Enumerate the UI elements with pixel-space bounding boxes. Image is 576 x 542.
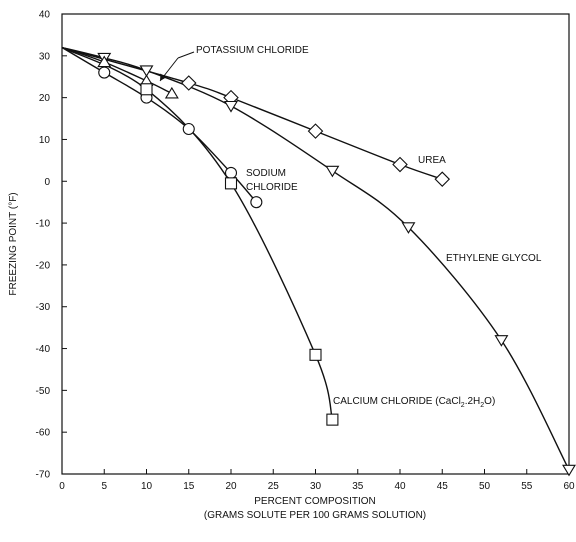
calcium-chloride-label: CALCIUM CHLORIDE (CaCl2.2H2O) — [333, 396, 495, 409]
potassium-chloride-arrowhead — [160, 73, 166, 81]
x-tick-label: 60 — [563, 481, 575, 492]
potassium-chloride-label: POTASSIUM CHLORIDE — [196, 45, 309, 56]
x-tick-label: 15 — [183, 481, 195, 492]
calcium-chloride-point — [309, 348, 322, 361]
urea-label: UREA — [418, 155, 446, 166]
urea-point — [392, 156, 408, 173]
y-tick-label: -60 — [36, 428, 51, 439]
sodium-chloride-point — [250, 196, 263, 209]
y-tick-label: -40 — [36, 344, 51, 355]
ethylene-glycol-point — [224, 100, 238, 113]
ethylene-glycol-point — [494, 335, 509, 347]
x-tick-label: 0 — [59, 481, 65, 492]
x-axis-ticks: 0 5 10 15 20 25 30 35 40 45 50 55 60 — [59, 469, 575, 492]
x-tick-label: 55 — [521, 481, 533, 492]
sodium-chloride-point — [182, 122, 195, 136]
series-markers — [97, 52, 576, 477]
sodium-chloride-point — [224, 166, 238, 179]
x-tick-label: 25 — [268, 481, 280, 492]
x-tick-label: 45 — [437, 481, 449, 492]
calcium-chloride-point — [140, 83, 153, 96]
y-tick-label: -20 — [36, 260, 51, 271]
ethylene-glycol-point — [325, 165, 340, 178]
x-tick-label: 20 — [225, 481, 237, 492]
x-tick-label: 35 — [352, 481, 364, 492]
urea-point — [307, 123, 324, 139]
y-axis-ticks: 40 30 20 10 0 -10 -20 -30 -40 -50 -60 -70 — [36, 10, 67, 481]
y-tick-label: 10 — [39, 135, 51, 146]
y-tick-label: -10 — [36, 219, 51, 230]
sodium-chloride-label-line2: CHLORIDE — [246, 182, 298, 193]
calcium-chloride-point — [224, 177, 238, 190]
potassium-chloride-pointer — [177, 51, 195, 59]
urea-curve — [61, 46, 443, 180]
x-tick-label: 30 — [310, 481, 322, 492]
y-tick-label: 0 — [44, 177, 50, 188]
urea-point — [180, 75, 197, 91]
urea-point — [434, 171, 451, 187]
y-tick-label: 20 — [39, 93, 51, 104]
y-tick-label: 40 — [39, 10, 51, 21]
ethylene-glycol-point — [139, 65, 154, 78]
x-tick-label: 5 — [101, 481, 107, 492]
y-tick-label: 30 — [39, 51, 51, 62]
sodium-chloride-label-line1: SODIUM — [246, 168, 286, 179]
ethylene-glycol-point — [562, 464, 576, 477]
sodium-chloride-point — [98, 66, 111, 79]
x-axis-title-line1: PERCENT COMPOSITION — [254, 496, 376, 507]
x-tick-label: 10 — [141, 481, 153, 492]
y-tick-label: -30 — [36, 302, 51, 313]
y-axis-title: FREEZING POINT (°F) — [8, 192, 19, 295]
calcium-chloride-cacl2-2h2o-curve — [61, 46, 334, 420]
potassium-chloride-point — [164, 86, 179, 99]
potassium-chloride-curve — [61, 46, 173, 95]
ethylene-glycol-point — [401, 222, 416, 234]
y-tick-label: -50 — [36, 386, 51, 397]
x-tick-label: 40 — [394, 481, 406, 492]
x-tick-label: 50 — [479, 481, 491, 492]
calcium-chloride-point — [326, 413, 339, 426]
ethylene-glycol-label: ETHYLENE GLYCOL — [446, 253, 542, 264]
y-tick-label: -70 — [36, 470, 51, 481]
x-axis-title-line2: (GRAMS SOLUTE PER 100 GRAMS SOLUTION) — [204, 510, 426, 521]
